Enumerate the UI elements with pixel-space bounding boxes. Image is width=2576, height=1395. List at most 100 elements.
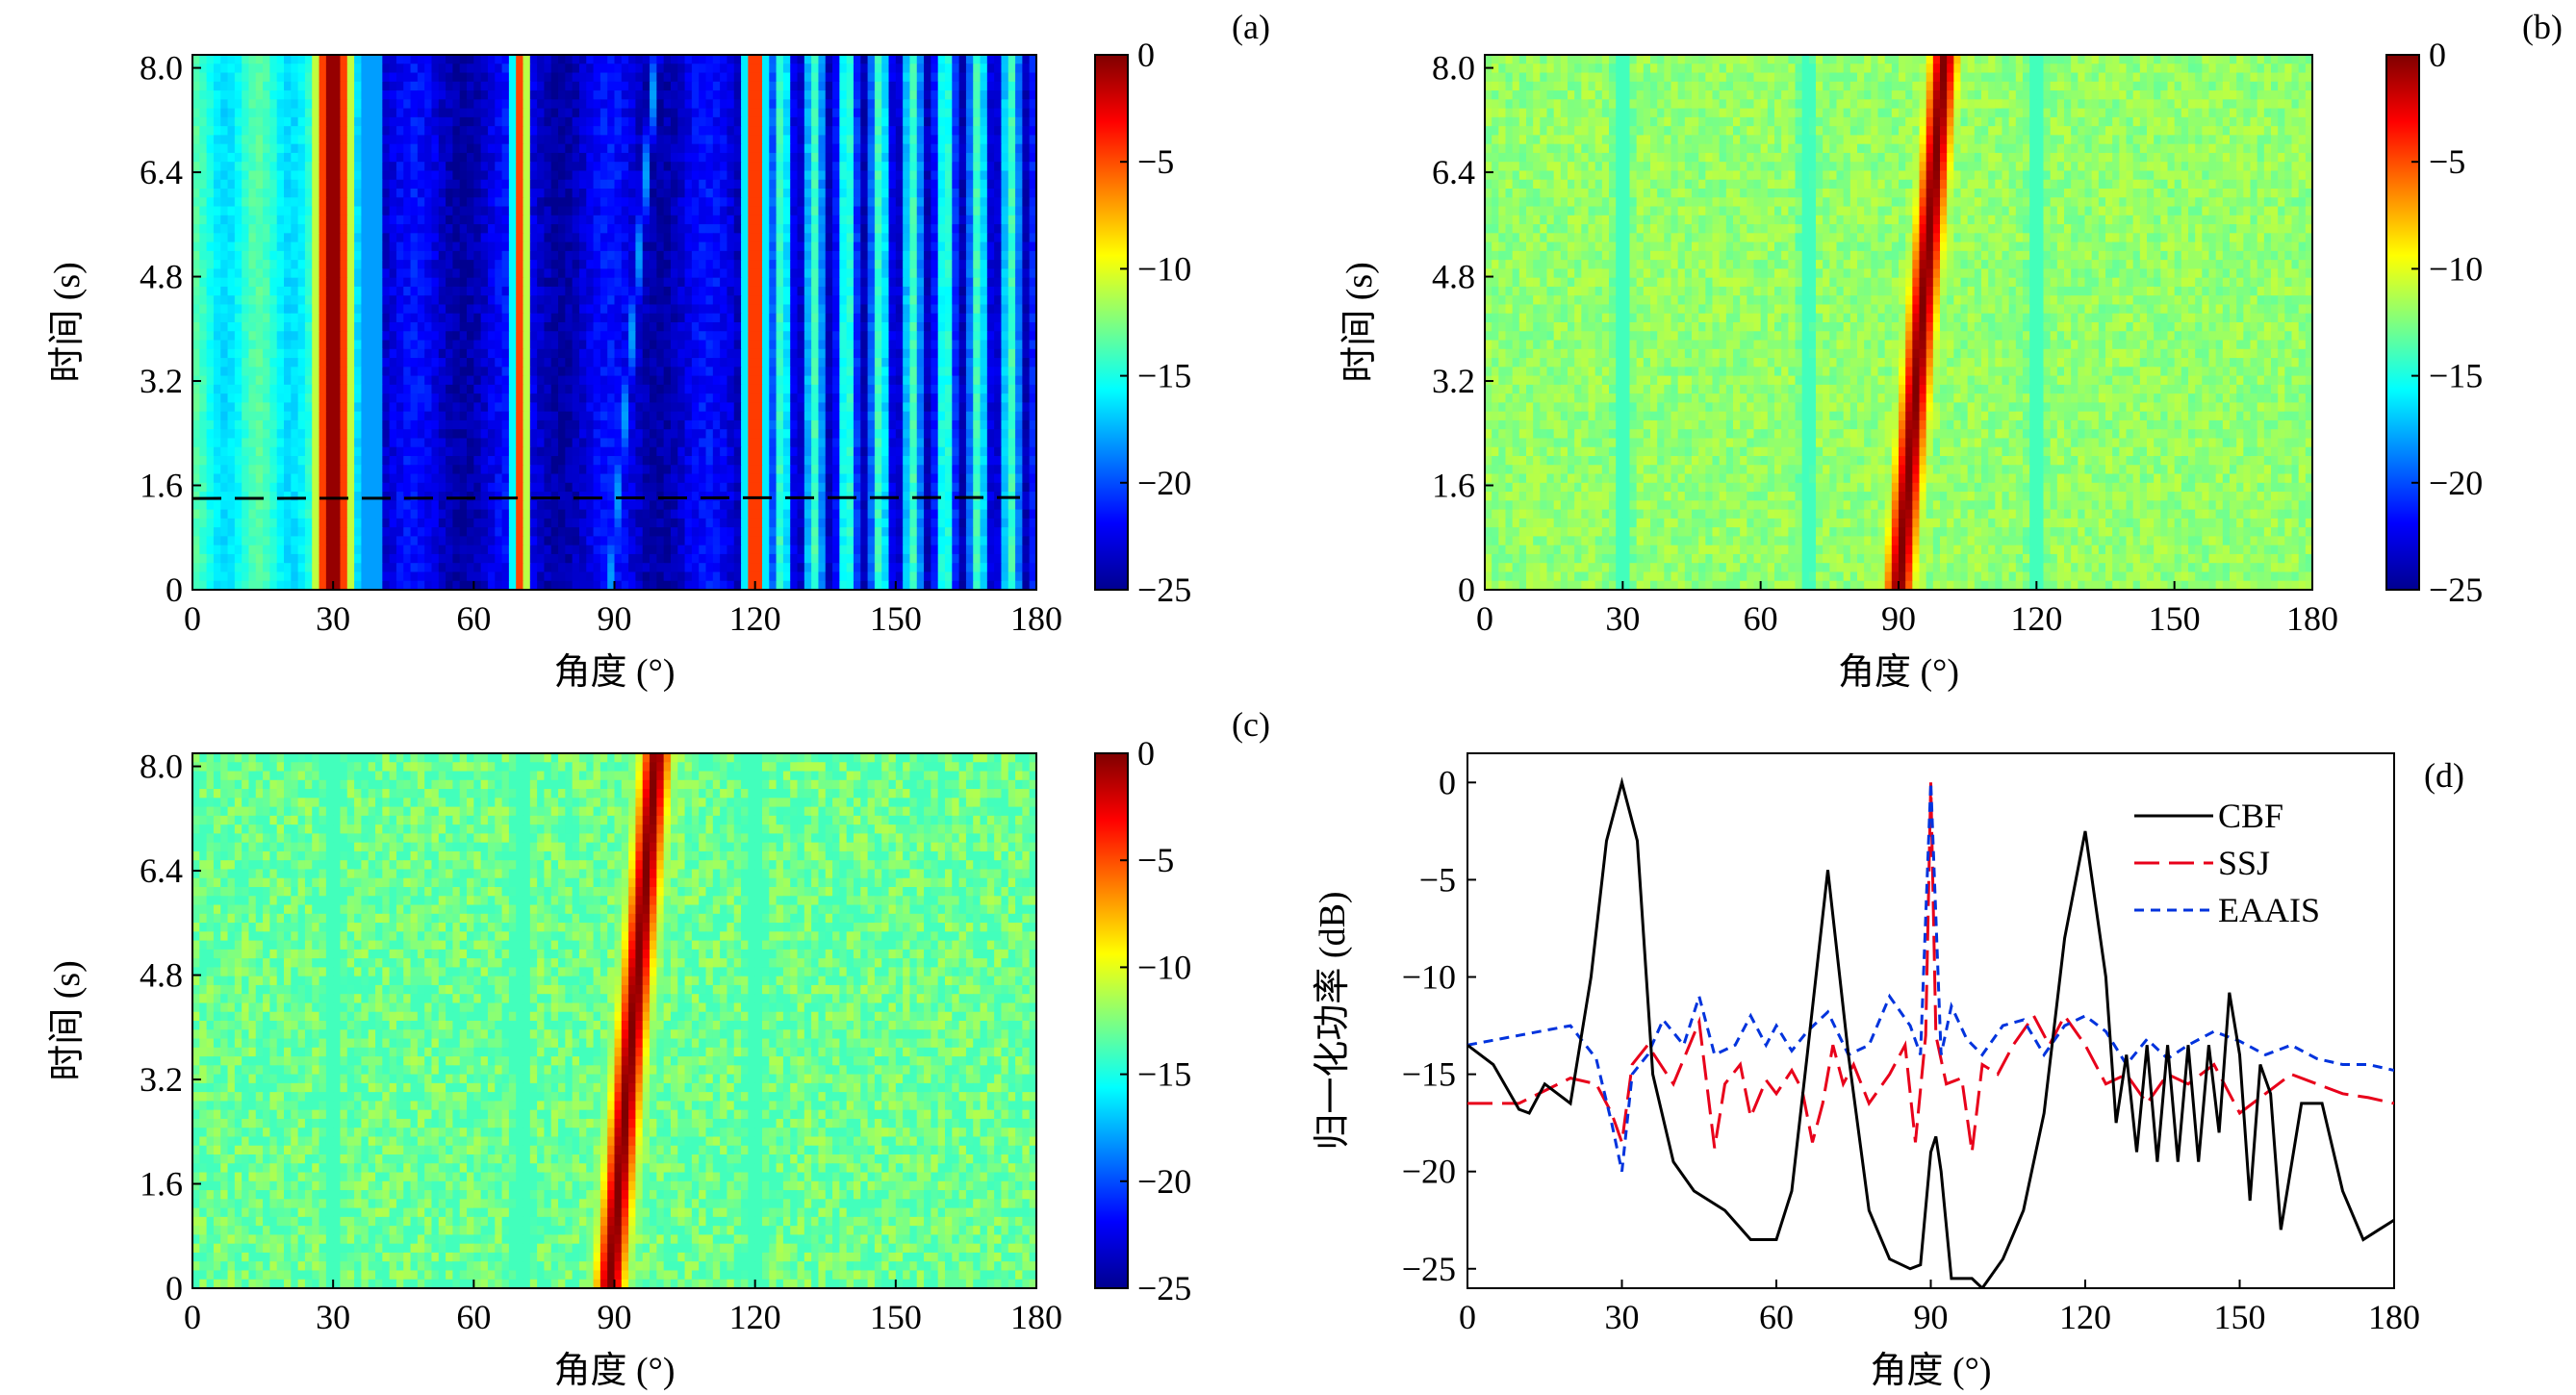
heatmap-cell [734,144,742,154]
heatmap-cell [431,180,439,190]
heatmap-cell [488,162,496,171]
heatmap-cell [628,189,636,198]
heatmap-cell [594,63,601,73]
heatmap-cell [656,180,664,190]
heatmap-cell [790,99,798,109]
heatmap-cell [473,73,481,83]
heatmap-cell [347,153,355,163]
heatmap-cell [396,170,404,180]
heatmap-cell [452,82,460,91]
heatmap-cell [615,73,623,83]
heatmap-cell [390,117,397,127]
heatmap-cell [847,144,854,154]
heatmap-cell [727,144,734,154]
heatmap-cell [945,55,953,64]
heatmap-cell [256,170,264,180]
heatmap-cell [516,90,523,100]
heatmap-cell [573,189,580,198]
heatmap-cell [269,180,277,190]
heatmap-cell [692,117,700,127]
heatmap-cell [987,109,995,118]
heatmap-cell [706,170,714,180]
heatmap-cell [818,73,826,83]
heatmap-cell [635,55,643,64]
heatmap-cell [565,197,573,207]
heatmap-cell [354,117,362,127]
heatmap-cell [495,162,502,171]
heatmap-cell [312,180,319,190]
heatmap-cell [671,135,678,144]
heatmap-cell [952,170,959,180]
heatmap-cell [291,117,298,127]
heatmap-cell [361,82,369,91]
heatmap-cell [1001,135,1008,144]
heatmap-cell [818,189,826,198]
heatmap-cell [411,63,419,73]
heatmap-cell [248,197,256,207]
heatmap-cell [628,73,636,83]
heatmap-cell [305,153,313,163]
heatmap-cell [256,63,264,73]
heatmap-cell [685,82,693,91]
heatmap-cell [551,189,559,198]
heatmap-cell [242,170,249,180]
heatmap-cell [881,180,889,190]
heatmap-cell [495,180,502,190]
heatmap-cell [256,189,264,198]
heatmap-cell [769,197,777,207]
heatmap-cell [530,153,538,163]
heatmap-cell [607,197,615,207]
heatmap-cell [319,180,327,190]
heatmap-cell [424,109,432,118]
heatmap-cell [889,180,897,190]
heatmap-cell [832,109,840,118]
heatmap-cell [199,82,207,91]
heatmap-cell [1015,170,1023,180]
heatmap-cell [832,73,840,83]
heatmap-cell [537,109,545,118]
heatmap-cell [600,109,608,118]
heatmap-cell [573,197,580,207]
heatmap-cell [467,63,474,73]
heatmap-cell [214,117,221,127]
heatmap-cell [685,90,693,100]
heatmap-cell [452,73,460,83]
heatmap-cell [650,162,657,171]
heatmap-cell [248,207,256,216]
heatmap-cell [839,170,847,180]
heatmap-cell [291,73,298,83]
heatmap-cell [277,197,285,207]
heatmap-cell [298,82,306,91]
heatmap-cell [720,144,727,154]
heatmap-cell [860,144,868,154]
heatmap-cell [798,99,805,109]
heatmap-cell [903,82,910,91]
heatmap-cell [199,162,207,171]
heatmap-cell [966,162,974,171]
heatmap-cell [868,99,876,109]
heatmap-cell [628,135,636,144]
heatmap-cell [677,117,685,127]
heatmap-cell [418,135,425,144]
heatmap-cell [839,63,847,73]
heatmap-cell [650,55,657,64]
heatmap-cell [565,153,573,163]
heatmap-cell [952,126,959,136]
heatmap-cell [615,153,623,163]
heatmap-cell [748,63,755,73]
heatmap-cell [199,135,207,144]
heatmap-cell [199,109,207,118]
heatmap-cell [713,135,721,144]
heatmap-cell [192,144,200,154]
heatmap-cell [228,126,236,136]
heatmap-cell [777,197,784,207]
heatmap-cell [748,153,755,163]
heatmap-cell [734,180,742,190]
heatmap-cell [607,90,615,100]
heatmap-cell [699,99,706,109]
heatmap-cell [495,170,502,180]
heatmap-cell [319,117,327,127]
heatmap-cell [917,162,925,171]
heatmap-cell [375,197,383,207]
heatmap-cell [530,126,538,136]
